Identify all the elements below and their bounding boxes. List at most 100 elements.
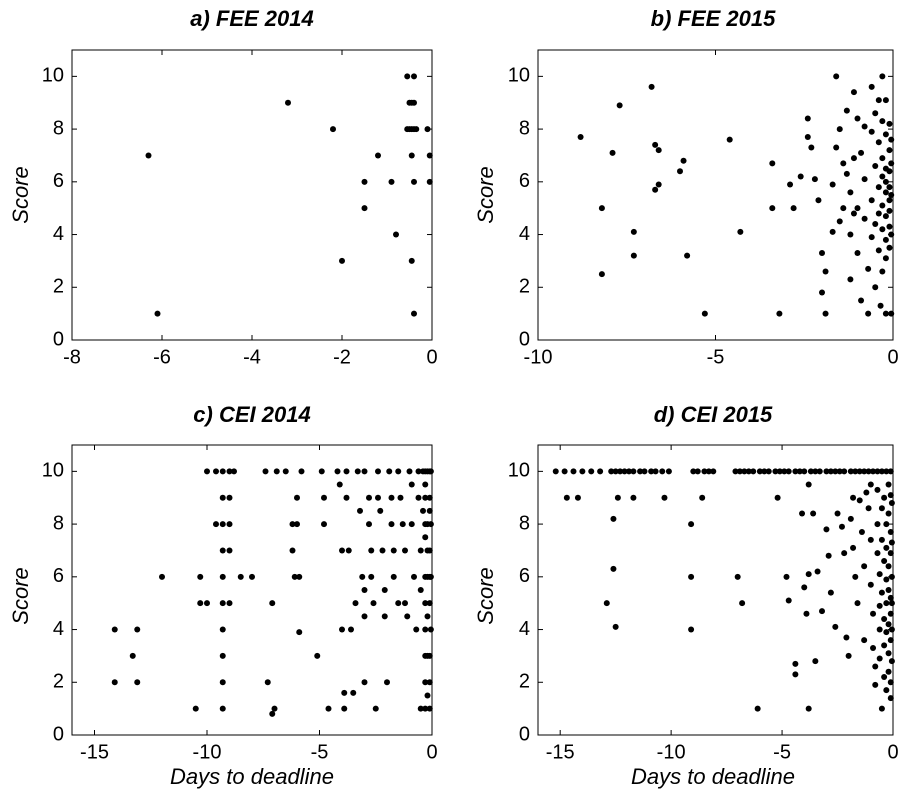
- data-point: [291, 573, 298, 580]
- data-point: [887, 529, 894, 535]
- data-point: [852, 468, 859, 475]
- data-point: [357, 507, 363, 514]
- data-point: [867, 481, 874, 488]
- data-point: [799, 510, 806, 517]
- data-point: [861, 123, 868, 130]
- data-point: [665, 468, 672, 475]
- data-point: [694, 468, 701, 475]
- data-point: [876, 602, 883, 609]
- data-point: [285, 99, 291, 106]
- data-point: [879, 202, 886, 209]
- panel-c-ticks: -15 -10 -5 0 0 2 4 6 8 10: [42, 445, 438, 763]
- data-point: [375, 468, 381, 475]
- data-point: [426, 547, 433, 554]
- data-point: [886, 168, 893, 175]
- data-point: [874, 521, 881, 528]
- data-point: [659, 468, 666, 475]
- data-point: [822, 268, 829, 275]
- data-point: [885, 587, 892, 593]
- data-point: [878, 705, 885, 712]
- data-point: [154, 310, 161, 317]
- data-point: [264, 679, 271, 686]
- data-point: [888, 500, 895, 506]
- data-point: [850, 155, 857, 162]
- data-point: [887, 550, 894, 557]
- data-point: [417, 705, 424, 712]
- data-point: [424, 613, 431, 620]
- data-point: [552, 468, 559, 475]
- data-point: [330, 126, 336, 133]
- data-point: [359, 573, 366, 580]
- data-point: [710, 468, 717, 475]
- data-point: [878, 536, 885, 543]
- data-point: [321, 494, 327, 501]
- data-point: [655, 181, 662, 188]
- data-point: [390, 547, 397, 554]
- data-point: [294, 521, 300, 528]
- data-point: [402, 600, 408, 607]
- data-point: [878, 589, 885, 596]
- data-point: [422, 705, 429, 712]
- data-point: [388, 494, 395, 501]
- data-point: [289, 547, 296, 554]
- data-point: [298, 468, 305, 475]
- data-point: [411, 573, 417, 580]
- data-point: [397, 494, 404, 501]
- panel-c-plot-frame: [71, 444, 433, 736]
- data-point: [705, 468, 712, 475]
- data-point: [226, 494, 233, 501]
- data-point: [381, 587, 388, 593]
- y-tick-label: 6: [53, 170, 64, 192]
- data-point: [856, 497, 863, 504]
- data-point: [318, 468, 325, 475]
- data-point: [829, 181, 836, 188]
- data-point: [427, 521, 434, 528]
- data-point: [754, 705, 761, 712]
- x-tick-label: -10: [193, 741, 222, 763]
- data-point: [872, 221, 879, 227]
- data-point: [402, 547, 408, 554]
- y-tick-label: 4: [519, 618, 530, 640]
- data-point: [598, 205, 605, 212]
- data-point: [838, 523, 845, 530]
- data-point: [886, 184, 893, 191]
- data-point: [336, 481, 343, 488]
- x-tick-label: -15: [80, 741, 109, 763]
- panel-d-xlabel: Days to deadline: [631, 764, 795, 789]
- data-point: [815, 197, 822, 204]
- data-point: [887, 679, 894, 686]
- data-point: [616, 102, 623, 109]
- data-point: [422, 626, 429, 633]
- data-point: [886, 223, 893, 230]
- data-point: [588, 468, 595, 475]
- data-point: [688, 626, 695, 633]
- data-point: [226, 547, 233, 554]
- data-point: [134, 679, 141, 686]
- data-point: [877, 302, 884, 309]
- data-point: [888, 539, 895, 546]
- data-point: [812, 468, 819, 475]
- data-point: [339, 626, 345, 633]
- data-point: [321, 521, 327, 528]
- data-point: [145, 152, 152, 159]
- data-point: [843, 634, 850, 641]
- data-point: [886, 244, 893, 251]
- data-point: [411, 99, 417, 106]
- data-point: [796, 468, 803, 475]
- data-point: [427, 468, 434, 475]
- data-point: [424, 126, 431, 133]
- data-point: [652, 468, 659, 475]
- data-point: [745, 468, 752, 475]
- data-point: [219, 468, 226, 475]
- data-point: [811, 176, 818, 183]
- data-point: [404, 73, 411, 80]
- data-point: [885, 481, 892, 488]
- data-point: [847, 468, 854, 475]
- y-tick-label: 0: [53, 328, 64, 350]
- data-point: [841, 468, 848, 475]
- data-point: [111, 626, 118, 633]
- data-point: [273, 468, 280, 475]
- data-point: [861, 215, 868, 222]
- data-point: [805, 705, 812, 712]
- data-point: [808, 144, 815, 151]
